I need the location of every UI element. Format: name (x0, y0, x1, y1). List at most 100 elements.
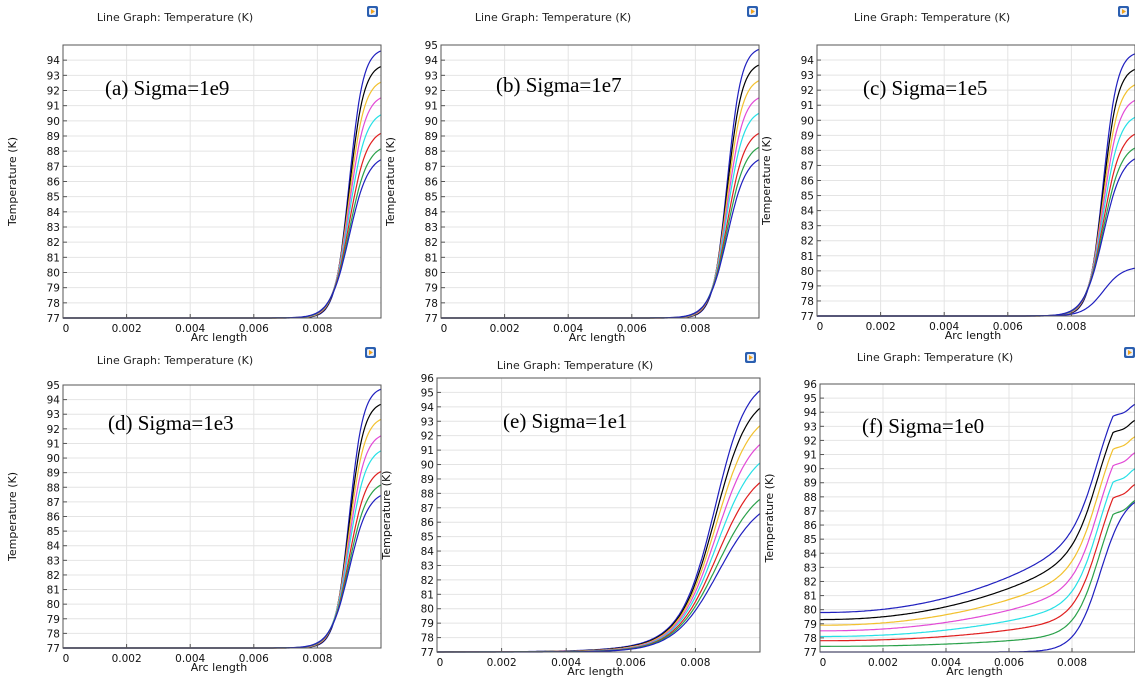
series-line (437, 407, 761, 653)
y-tick-label: 85 (801, 191, 814, 203)
x-tick-label: 0.004 (929, 321, 959, 333)
panel-title: Line Graph: Temperature (K) (475, 11, 631, 24)
comsol-logo-icon[interactable] (747, 6, 758, 17)
y-tick-label: 92 (421, 431, 434, 443)
y-tick-label: 90 (425, 116, 438, 128)
y-tick-label: 93 (425, 70, 438, 82)
sigma-annotation: (b) Sigma=1e7 (496, 73, 622, 97)
logo-play-glyph (749, 355, 753, 360)
y-tick-label: 80 (47, 599, 60, 611)
series-line (817, 99, 1135, 317)
y-tick-label: 85 (425, 192, 438, 204)
y-tick-label: 78 (47, 628, 60, 640)
x-tick-label: 0.006 (993, 321, 1023, 333)
comsol-logo-icon[interactable] (1124, 347, 1135, 358)
comsol-logo-icon[interactable] (365, 347, 376, 358)
x-axis-title: Arc length (945, 329, 1001, 342)
panel-d: 77 78 79 80 81 82 83 84 85 86 87 88 89 90 91 92 93 94 95 0 0… (6, 347, 382, 674)
y-tick-label: 85 (421, 532, 434, 544)
y-tick-label: 82 (47, 570, 60, 582)
y-tick-label: 93 (801, 70, 814, 82)
comsol-logo-icon[interactable] (1118, 6, 1129, 17)
y-tick-label: 78 (804, 633, 817, 645)
x-axis-title: Arc length (569, 331, 625, 344)
y-tick-label: 88 (47, 146, 60, 158)
y-tick-label: 83 (804, 562, 817, 574)
sigma-annotation: (a) Sigma=1e9 (105, 76, 229, 100)
y-tick-label: 88 (421, 488, 434, 500)
y-tick-label: 82 (47, 237, 60, 249)
y-tick-label: 88 (425, 146, 438, 158)
y-tick-label: 81 (425, 252, 438, 264)
y-tick-label: 86 (801, 176, 815, 188)
series-line (437, 443, 761, 653)
comsol-logo-icon[interactable] (745, 352, 756, 363)
series-line (441, 97, 760, 319)
y-tick-label: 87 (421, 503, 434, 515)
y-tick-label: 92 (425, 86, 438, 98)
y-axis-title: Temperature (K) (384, 137, 397, 227)
series-line (820, 419, 1135, 621)
y-tick-label: 77 (801, 311, 814, 323)
y-tick-label: 82 (801, 236, 814, 248)
panel-title: Line Graph: Temperature (K) (97, 11, 253, 24)
y-tick-label: 96 (421, 373, 435, 385)
y-tick-label: 96 (804, 379, 818, 391)
x-axis-title: Arc length (191, 661, 247, 674)
y-tick-label: 77 (425, 313, 438, 325)
series-line (820, 452, 1135, 632)
y-tick-label: 89 (425, 131, 438, 143)
y-tick-label: 84 (421, 546, 435, 558)
y-tick-label: 91 (421, 445, 434, 457)
y-tick-label: 86 (47, 512, 61, 524)
y-tick-label: 81 (47, 252, 60, 264)
series-line (820, 436, 1135, 626)
x-axis-title: Arc length (191, 331, 247, 344)
y-tick-label: 94 (47, 395, 61, 407)
y-tick-label: 86 (425, 177, 439, 189)
y-tick-label: 79 (804, 619, 817, 631)
y-tick-label: 79 (801, 281, 814, 293)
x-tick-label: 0.008 (1057, 657, 1087, 669)
y-tick-label: 81 (804, 591, 817, 603)
x-tick-label: 0.002 (112, 653, 142, 665)
x-tick-label: 0.004 (175, 323, 205, 335)
y-tick-label: 92 (47, 424, 60, 436)
sigma-annotation: (e) Sigma=1e1 (503, 409, 627, 433)
series-line (441, 64, 760, 319)
y-tick-label: 92 (801, 85, 814, 97)
y-tick-label: 92 (47, 86, 60, 98)
y-tick-label: 95 (804, 393, 817, 405)
x-tick-label: 0.002 (490, 323, 520, 335)
panel-title: Line Graph: Temperature (K) (97, 354, 253, 367)
series-line (63, 81, 382, 319)
y-tick-label: 90 (804, 464, 817, 476)
y-tick-label: 79 (47, 283, 60, 295)
y-tick-label: 84 (425, 207, 439, 219)
x-tick-label: 0.002 (487, 657, 517, 669)
y-tick-label: 93 (804, 421, 817, 433)
y-tick-label: 91 (47, 438, 60, 450)
panel-title: Line Graph: Temperature (K) (854, 11, 1010, 24)
y-tick-label: 87 (425, 161, 438, 173)
y-axis-title: Temperature (K) (760, 136, 773, 226)
y-tick-label: 91 (425, 101, 438, 113)
y-tick-label: 94 (425, 55, 439, 67)
x-tick-label: 0 (817, 321, 824, 333)
y-axis-title: Temperature (K) (6, 137, 19, 227)
y-tick-label: 86 (421, 517, 435, 529)
y-tick-label: 78 (47, 298, 60, 310)
y-tick-label: 84 (804, 548, 818, 560)
y-tick-label: 81 (421, 589, 434, 601)
y-tick-label: 88 (804, 492, 817, 504)
x-tick-label: 0.006 (239, 323, 269, 335)
y-tick-label: 89 (421, 474, 434, 486)
sigma-annotation: (d) Sigma=1e3 (108, 411, 234, 435)
sigma-annotation: (f) Sigma=1e0 (862, 414, 984, 438)
y-tick-label: 81 (47, 585, 60, 597)
y-tick-label: 90 (421, 460, 434, 472)
comsol-logo-icon[interactable] (367, 6, 378, 17)
y-tick-label: 93 (47, 70, 60, 82)
series-line (437, 425, 761, 653)
